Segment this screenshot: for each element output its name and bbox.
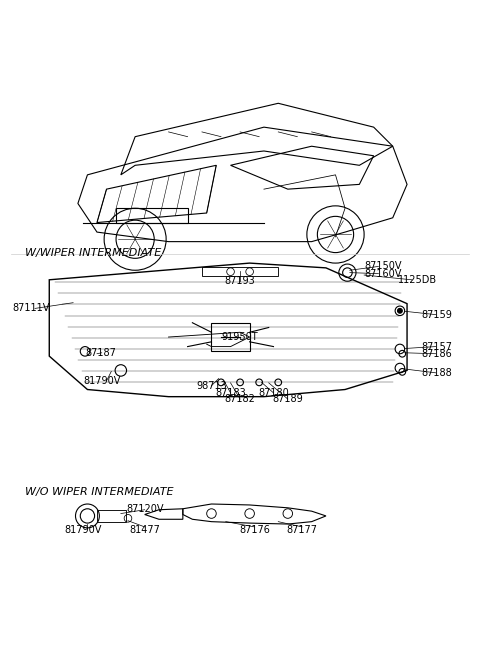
Text: 87150V: 87150V bbox=[364, 261, 402, 271]
Text: 87160V: 87160V bbox=[364, 269, 401, 278]
Circle shape bbox=[397, 309, 402, 313]
Text: 81477: 81477 bbox=[129, 525, 160, 535]
Text: 87193: 87193 bbox=[225, 276, 255, 286]
Text: 87189: 87189 bbox=[273, 394, 303, 404]
Text: 87180: 87180 bbox=[258, 388, 289, 398]
Text: 87177: 87177 bbox=[287, 525, 318, 535]
Text: 87111V: 87111V bbox=[12, 303, 49, 314]
Text: W/WIPER INTERMEDIATE: W/WIPER INTERMEDIATE bbox=[25, 248, 162, 258]
Text: 81790V: 81790V bbox=[64, 525, 101, 535]
Text: 87188: 87188 bbox=[421, 368, 452, 378]
Text: 1125DB: 1125DB bbox=[397, 275, 437, 285]
Text: 87187: 87187 bbox=[85, 348, 116, 358]
Bar bbox=[97, 510, 126, 521]
Text: 98713: 98713 bbox=[196, 381, 227, 390]
Text: 87159: 87159 bbox=[421, 310, 452, 320]
Text: 87182: 87182 bbox=[225, 394, 255, 404]
Text: 87157: 87157 bbox=[421, 341, 452, 352]
Text: 87186: 87186 bbox=[421, 348, 452, 359]
Text: 87183: 87183 bbox=[215, 388, 246, 398]
Text: 87120V: 87120V bbox=[126, 504, 163, 514]
Bar bbox=[116, 208, 188, 223]
Text: W/O WIPER INTERMEDIATE: W/O WIPER INTERMEDIATE bbox=[25, 487, 174, 497]
Text: 81790V: 81790V bbox=[84, 376, 121, 386]
Bar bbox=[212, 323, 250, 351]
Bar bbox=[202, 267, 278, 276]
Text: 87176: 87176 bbox=[239, 525, 270, 535]
Text: 91950T: 91950T bbox=[222, 332, 258, 342]
